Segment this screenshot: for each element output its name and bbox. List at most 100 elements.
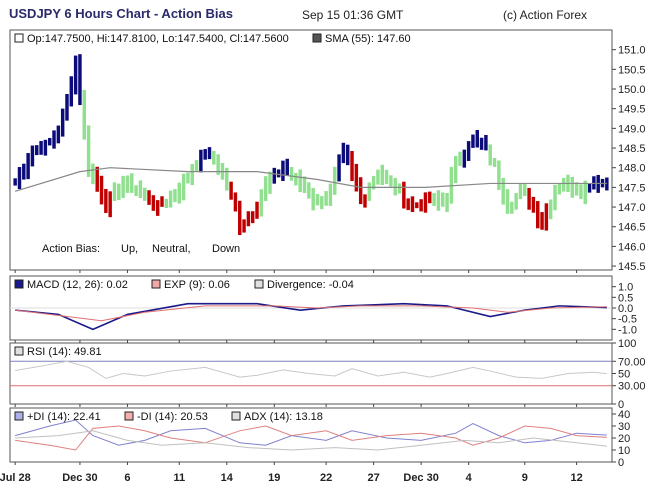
y-tick-label: 148.5 [618, 143, 646, 155]
price-bar [298, 169, 302, 193]
price-bar [78, 54, 82, 106]
y-tick-label: 149.0 [618, 123, 646, 135]
exp-legend-swatch [151, 279, 161, 289]
price-bar [69, 76, 74, 107]
price-bar [527, 187, 531, 210]
price-bar [294, 172, 298, 186]
price-bar [557, 183, 562, 195]
price-bar [225, 167, 229, 191]
price-bar [376, 169, 380, 185]
plusdi-legend-swatch [14, 411, 24, 421]
price-bar [52, 130, 56, 149]
y-tick-label: -1.0 [618, 324, 637, 336]
y-tick-label: 30.00 [618, 381, 646, 393]
price-bar [402, 181, 406, 209]
price-bar [479, 137, 484, 150]
price-bar [505, 189, 510, 214]
price-bar [181, 173, 186, 201]
price-bar [302, 176, 307, 194]
y-tick-label: 150.5 [618, 64, 646, 76]
price-bar [471, 134, 475, 148]
price-bar [168, 190, 173, 208]
x-tick-label: 4 [466, 472, 473, 484]
price-bar [415, 202, 419, 209]
price-bar [229, 181, 233, 200]
price-bar [17, 167, 22, 190]
price-bar [190, 163, 194, 186]
price-bar [35, 145, 39, 156]
bias-legend-down: Down [212, 243, 240, 255]
price-bar [186, 172, 190, 184]
price-bar [354, 163, 359, 192]
y-tick-label: 147.5 [618, 182, 646, 194]
plusdi-legend-text: +DI (14): 22.41 [27, 411, 101, 423]
price-bar [130, 173, 134, 193]
price-bar [328, 183, 333, 206]
x-tick-label: 27 [367, 472, 379, 484]
y-tick-label: 147.0 [618, 202, 646, 214]
sma-legend-text: SMA (55): 147.60 [325, 33, 411, 45]
price-bar [155, 200, 160, 216]
price-bar [436, 190, 441, 211]
price-bar [289, 166, 294, 181]
x-tick-label: Dec 30 [403, 472, 438, 484]
panel-frame-price [9, 29, 613, 271]
ohlc-legend-text: Op:147.7500, Hi:147.8100, Lo:147.5400, C… [27, 33, 289, 45]
price-bar [501, 177, 505, 205]
price-bar [281, 160, 285, 181]
price-bar [39, 141, 43, 155]
minusdi-legend-swatch [124, 411, 134, 421]
price-bar [177, 182, 182, 204]
price-bar [536, 201, 540, 229]
price-bar [432, 193, 436, 206]
price-bar [82, 89, 86, 140]
price-bar [164, 198, 169, 209]
price-bar [484, 134, 488, 151]
bias-legend-up: Up, [121, 243, 138, 255]
plusdi-line [15, 419, 607, 446]
price-bar [333, 166, 337, 195]
x-tick-label: 14 [221, 472, 234, 484]
price-bar [212, 150, 216, 165]
y-tick-label: 50 [618, 369, 630, 381]
price-bar [574, 182, 579, 196]
x-tick-label: Dec 30 [62, 472, 97, 484]
price-bar [462, 149, 467, 168]
price-bar [255, 201, 259, 219]
y-tick-label: 148.0 [618, 163, 646, 175]
price-bar [324, 191, 328, 206]
price-bar [95, 166, 99, 192]
price-bar [307, 182, 311, 199]
rsi-legend-text: RSI (14): 49.81 [27, 346, 102, 358]
price-bar [263, 176, 268, 202]
price-bar [147, 190, 151, 205]
y-tick-label: 10 [618, 445, 630, 457]
x-tick-label: 19 [268, 472, 280, 484]
price-bar [510, 201, 514, 214]
price-bar [587, 183, 592, 193]
price-bar [142, 187, 147, 201]
divergence-legend-text: Divergence: -0.04 [267, 279, 354, 291]
price-bar [134, 185, 138, 197]
x-tick-label: 9 [522, 472, 528, 484]
price-bar [250, 211, 255, 224]
x-tick-label: 12 [570, 472, 582, 484]
macd-legend-text: MACD (12, 26): 0.02 [27, 279, 128, 291]
chart-title: USDJPY 6 Hours Chart - Action Bias [9, 6, 233, 21]
price-bar [561, 177, 566, 192]
price-bar [216, 154, 220, 175]
price-bar [315, 193, 320, 206]
y-tick-label: 146.5 [618, 222, 646, 234]
price-bar [125, 175, 130, 193]
price-bar [99, 175, 104, 205]
y-tick-label: 1.0 [618, 282, 633, 294]
x-tick-label: 6 [124, 472, 130, 484]
price-bar [56, 125, 61, 144]
price-bar [341, 142, 346, 164]
ohlc-legend-swatch [14, 33, 24, 43]
price-bar [389, 175, 393, 187]
x-tick-label: 22 [320, 472, 332, 484]
price-bar [337, 154, 341, 182]
price-bar [47, 137, 52, 146]
